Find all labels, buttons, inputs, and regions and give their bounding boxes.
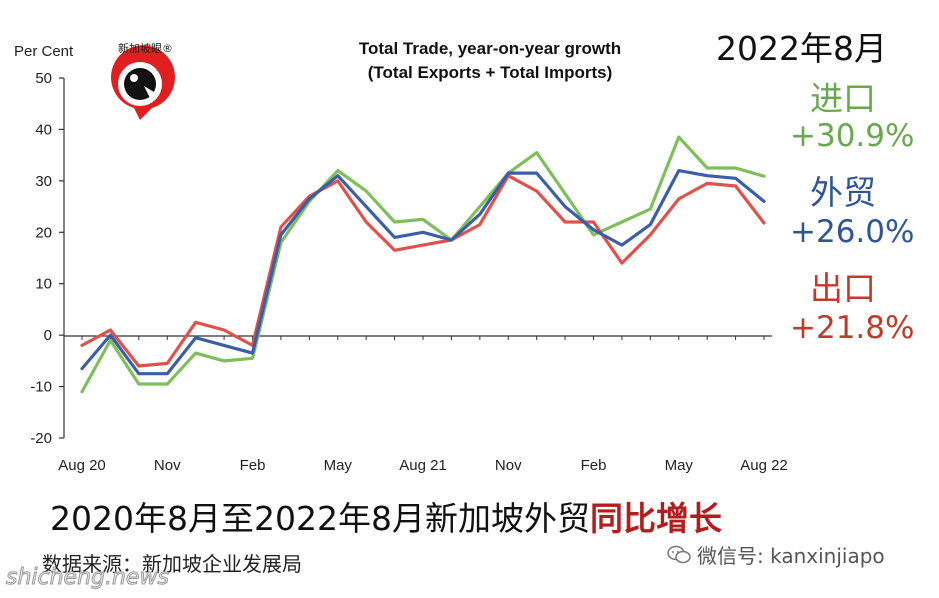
logo-text: 新加坡眼® <box>118 42 173 55</box>
y-tick-label: 40 <box>35 121 52 138</box>
y-tick-label: 10 <box>35 276 52 293</box>
x-tick-label: Feb <box>581 457 607 474</box>
annotation-total-value: +26.0% <box>790 214 915 250</box>
wechat-text: 微信号: kanxinjiapo <box>697 544 885 568</box>
watermark: shicheng.news <box>6 565 170 591</box>
y-axis: 50 40 30 20 10 0 -10 -20 <box>30 70 65 447</box>
caption: 2020年8月至2022年8月新加坡外贸同比增长 <box>50 492 722 540</box>
x-tick-label: Nov <box>154 457 181 474</box>
y-tick-label: 50 <box>35 70 52 87</box>
annotation-imports-value: +30.9% <box>790 118 915 154</box>
caption-main: 2020年8月至2022年8月新加坡外贸 <box>50 499 590 538</box>
chart-subtitle: (Total Exports + Total Imports) <box>368 63 612 82</box>
x-tick-label: Aug 21 <box>399 457 447 474</box>
x-tick-label: May <box>665 457 694 474</box>
x-tick-label: Feb <box>240 457 266 474</box>
annotation-date: 2022年8月 <box>716 29 887 68</box>
x-axis: Aug 20 Nov Feb May Aug 21 Nov Feb May Aug 22 <box>58 335 788 474</box>
annotation-total-label: 外贸 <box>810 173 876 212</box>
wechat-icon <box>667 545 691 563</box>
series-line-total <box>80 169 766 376</box>
y-tick-label: 20 <box>35 224 52 241</box>
wechat-id: 微信号: kanxinjiapo <box>667 540 885 569</box>
annotation-imports-label: 进口 <box>810 79 876 118</box>
series-line-exports <box>80 174 766 368</box>
x-tick-label: Nov <box>495 457 522 474</box>
caption-highlight: 同比增长 <box>589 499 722 538</box>
y-tick-label: 30 <box>35 173 52 190</box>
annotation-exports-value: +21.8% <box>790 310 915 346</box>
y-tick-label: 0 <box>44 327 52 344</box>
chart-title: Total Trade, year-on-year growth <box>359 39 621 58</box>
y-tick-label: -10 <box>30 379 52 396</box>
x-tick-label: Aug 22 <box>740 457 788 474</box>
y-axis-label: Per Cent <box>14 43 74 60</box>
logo-icon <box>111 45 175 120</box>
x-tick-label: May <box>324 457 353 474</box>
y-tick-label: -20 <box>30 430 52 447</box>
annotation-exports-label: 出口 <box>810 269 876 308</box>
series-lines <box>80 135 766 394</box>
source-note: 数据来源：新加坡企业发展局 <box>42 552 302 576</box>
series-line-imports <box>80 135 766 394</box>
x-tick-label: Aug 20 <box>58 457 106 474</box>
